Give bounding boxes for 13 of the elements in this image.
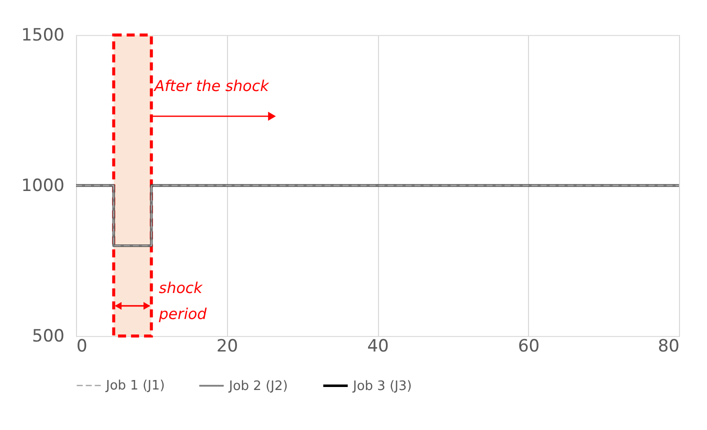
x-tick-label: 60	[518, 336, 540, 356]
x-tick-label: 20	[216, 336, 238, 356]
legend-label: Job 3 (J3)	[352, 378, 412, 394]
legend-label: Job 2 (J2)	[228, 378, 288, 394]
band-label: shock period	[158, 278, 208, 323]
y-tick-label: 500	[32, 326, 64, 346]
legend-label: Job 1 (J1)	[105, 378, 165, 394]
x-tick-label: 40	[367, 336, 389, 356]
y-tick-label: 1000	[21, 176, 64, 196]
y-tick-label: 1500	[21, 26, 64, 46]
x-tick-label: 0	[76, 336, 88, 356]
annotation: After the shock	[153, 77, 270, 96]
x-tick-label: 80	[658, 336, 680, 356]
